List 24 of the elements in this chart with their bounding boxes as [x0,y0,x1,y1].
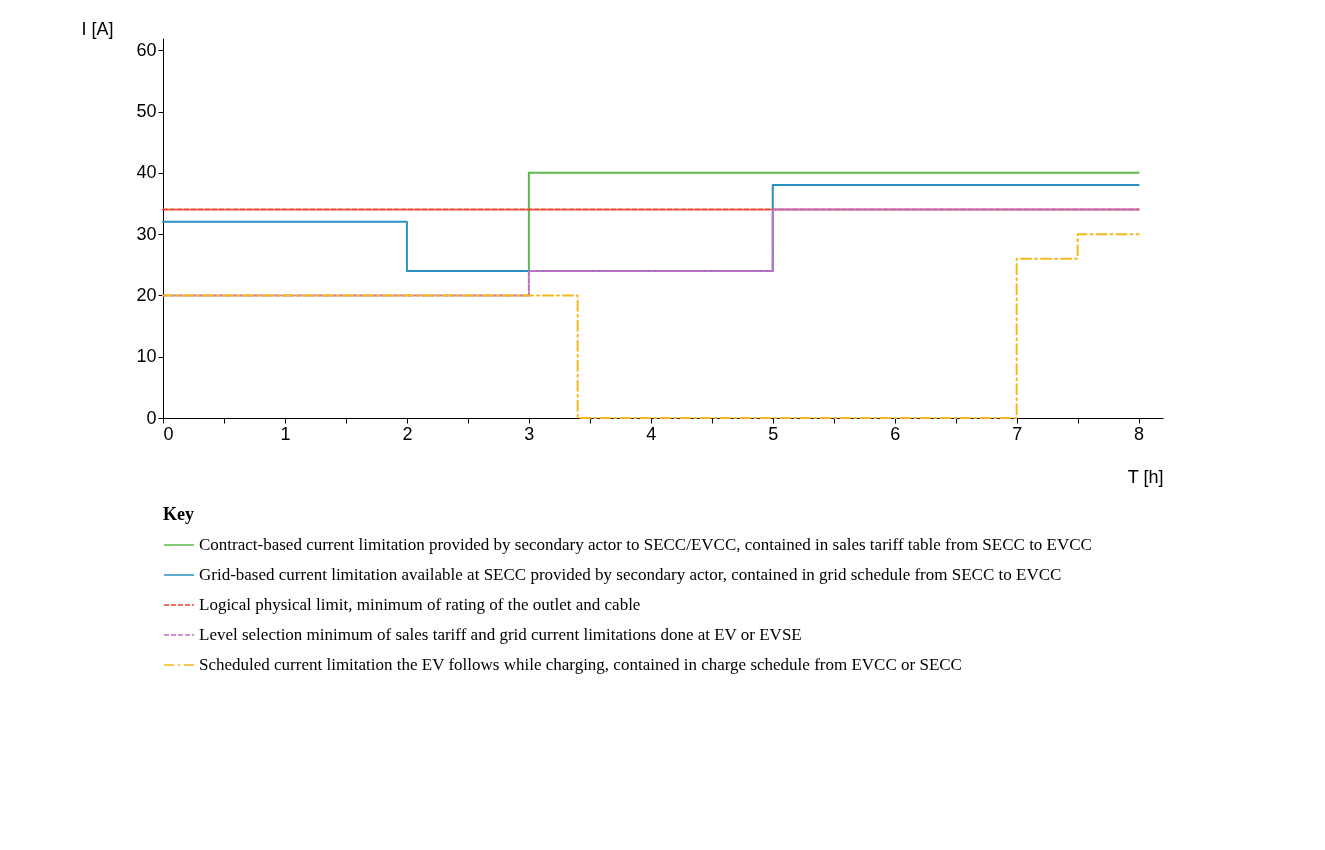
y-tick-label: 60 [136,39,157,60]
x-tick-label: 2 [402,423,413,444]
legend-title: Key [163,504,194,524]
legend-label: Logical physical limit, minimum of rating of the outlet and cable [199,595,641,614]
legend-label: Grid-based current limitation available at SECC provided by secondary actor, contained in grid schedule from SECC to EVCC [199,565,1062,584]
y-tick-label: 50 [136,101,157,122]
x-tick-label: 5 [768,423,779,444]
x-axis-title: T [h] [1127,466,1164,487]
x-tick-label: 6 [890,423,901,444]
y-tick-label: 20 [136,284,157,305]
x-tick-label: 1 [280,423,291,444]
y-tick-label: 40 [136,162,157,183]
x-tick-label: 8 [1134,423,1145,444]
legend-label: Contract-based current limitation provided by secondary actor to SECC/EVCC, contained in sales tariff table from SECC to EVCC [199,535,1092,554]
x-tick-label: 0 [163,423,174,444]
x-tick-label: 4 [646,423,657,444]
legend-label: Scheduled current limitation the EV follows while charging, contained in charge schedule from EVCC or SECC [199,655,962,674]
x-tick-label: 3 [524,423,535,444]
y-tick-label: 30 [136,223,157,244]
y-axis-title: I [A] [81,18,114,39]
y-tick-label: 0 [146,407,157,428]
x-tick-label: 7 [1012,423,1023,444]
y-tick-label: 10 [136,346,157,367]
legend-label: Level selection minimum of sales tariff and grid current limitations done at EV or EVSE [199,625,802,644]
